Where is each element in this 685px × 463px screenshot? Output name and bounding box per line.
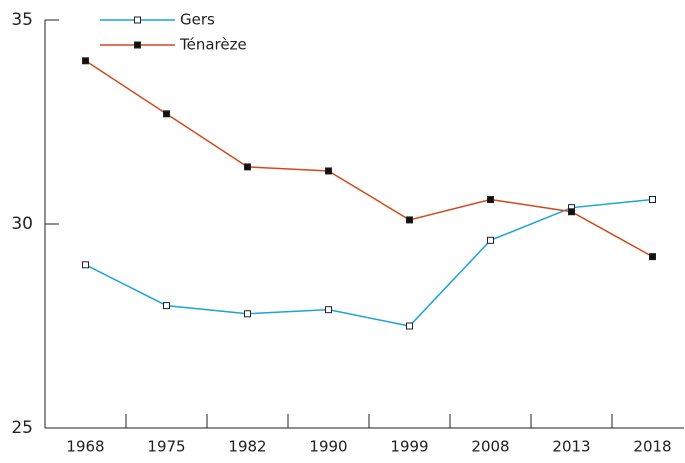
marker (487, 236, 494, 244)
marker (82, 57, 89, 65)
marker (568, 208, 575, 216)
marker (244, 163, 251, 171)
marker (325, 306, 332, 314)
marker (82, 261, 89, 269)
x-tick-label: 1975 (147, 438, 185, 456)
x-tick-label: 2008 (471, 438, 509, 456)
x-tick-label: 1968 (66, 438, 104, 456)
y-tick-label: 35 (11, 10, 33, 30)
series-line (85, 198, 653, 327)
marker (325, 167, 332, 175)
legend-marker (134, 16, 141, 24)
marker (244, 310, 251, 318)
marker (406, 216, 413, 224)
y-tick-label: 25 (11, 418, 33, 438)
x-tick-label: 1990 (309, 438, 347, 456)
x-tick-label: 2018 (633, 438, 671, 456)
x-tick-label: 1999 (390, 438, 428, 456)
marker (649, 253, 656, 261)
x-tick-label: 2013 (552, 438, 590, 456)
marker (163, 110, 170, 118)
y-tick-label: 30 (11, 214, 33, 234)
legend-label: Gers (180, 11, 215, 29)
marker (649, 196, 656, 204)
x-tick-label: 1982 (228, 438, 266, 456)
marker (406, 322, 413, 330)
marker (163, 302, 170, 310)
legend-marker (134, 41, 141, 49)
marker (487, 196, 494, 204)
series-line (85, 60, 653, 258)
legend-label: Ténarèze (179, 36, 247, 54)
